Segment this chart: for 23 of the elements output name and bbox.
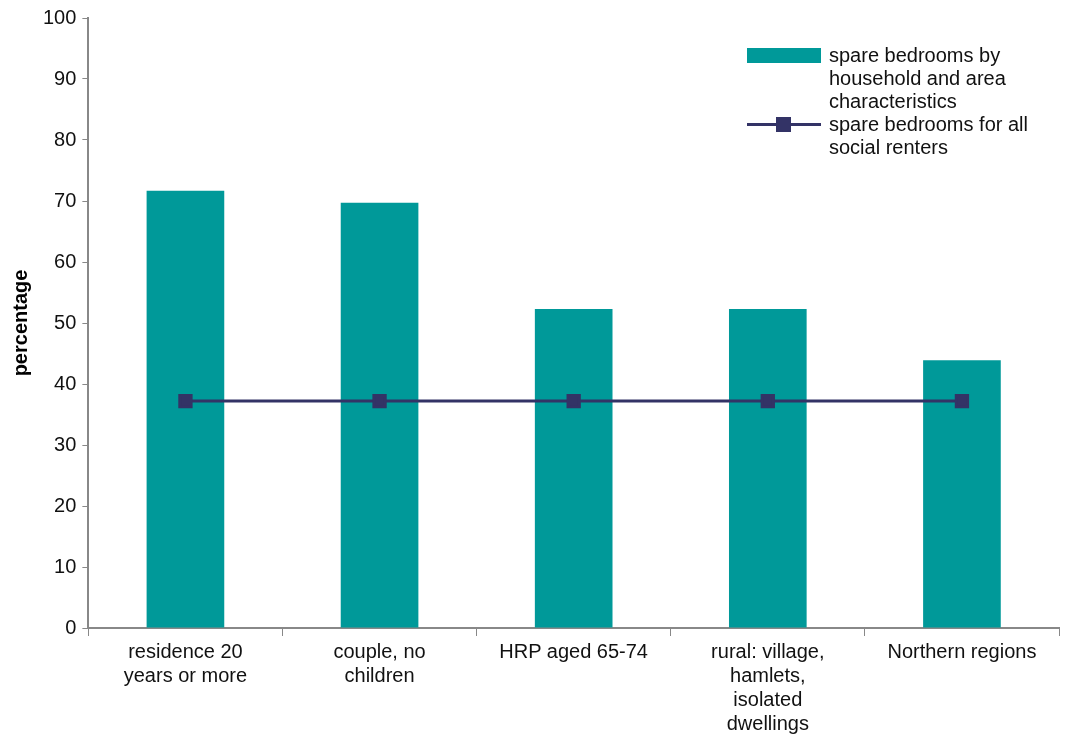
y-tick-label: 10 — [54, 554, 77, 577]
y-tick-label: 30 — [54, 432, 77, 455]
y-tick-label: 20 — [54, 493, 77, 516]
x-tick-label: rural: village, hamlets, isolated dwellings — [711, 639, 825, 734]
y-tick-label: 60 — [54, 249, 77, 272]
y-axis-title: percentage — [8, 269, 31, 377]
bar — [340, 202, 419, 628]
x-tick-label: couple, no children — [333, 639, 426, 686]
bar — [923, 360, 1001, 628]
x-tick-label: residence 20 years or more — [123, 639, 248, 686]
y-tick-label: 40 — [54, 371, 77, 394]
bar — [534, 308, 613, 628]
bar — [728, 308, 807, 628]
x-tick-label: Northern regions — [887, 639, 1037, 662]
bar — [146, 190, 225, 628]
y-tick-label: 70 — [54, 188, 77, 211]
legend-label: spare bedrooms for all social renters — [829, 113, 1029, 159]
x-tick-label: HRP aged 65-74 — [499, 639, 648, 662]
y-tick-label: 90 — [54, 66, 77, 89]
y-tick-label: 50 — [54, 310, 77, 333]
y-tick-label: 80 — [54, 127, 77, 150]
y-tick-label: 0 — [65, 615, 77, 638]
y-tick-label: 100 — [42, 5, 77, 28]
